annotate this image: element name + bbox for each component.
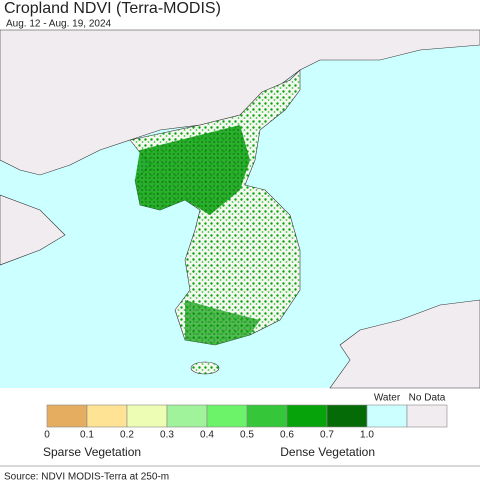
legend-tick-label: 0.5 [240,430,254,441]
source: Source: NDVI MODIS-Terra at 250-m [4,472,169,483]
legend-tick-label: 0 [44,430,50,441]
legend-tick-label: 0.4 [200,430,214,441]
legend-swatch [286,404,328,428]
dense-vegetation [185,300,260,345]
legend-tick-label: 1.0 [360,430,374,441]
dense-vegetation [135,125,250,215]
legend-extra-label: No Data [409,393,446,404]
legend-swatch [86,404,128,428]
map [0,29,480,389]
legend-swatch [246,404,288,428]
legend-extra-label: Water [374,393,401,404]
legend-tick-label: 0.6 [280,430,294,441]
date: Aug. 12 - Aug. 19, 2024 [6,19,112,30]
legend: 0 0.1 0.2 0.3 0.4 0.5 0.6 0.7 1.0 Water No Data Spa… [43,393,448,459]
legend-swatch [366,404,408,428]
legend-tick-label: 0.2 [120,430,134,441]
legend-swatch [46,404,88,428]
land [0,194,66,266]
legend-swatch [206,404,248,428]
legend-tick-label: 0.3 [160,430,174,441]
legend-swatch [126,404,168,428]
land [329,299,480,389]
legend-tick-label: 0.7 [320,430,334,441]
legend-swatch [326,404,368,428]
legend-high-label: Dense Vegetation [280,445,375,459]
legend-low-label: Sparse Vegetation [43,445,141,459]
title: Cropland NDVI (Terra-MODIS) [4,0,221,17]
legend-swatch [166,404,208,428]
island [190,361,220,375]
legend-tick-label: 0.1 [80,430,94,441]
legend-swatch [406,404,448,428]
